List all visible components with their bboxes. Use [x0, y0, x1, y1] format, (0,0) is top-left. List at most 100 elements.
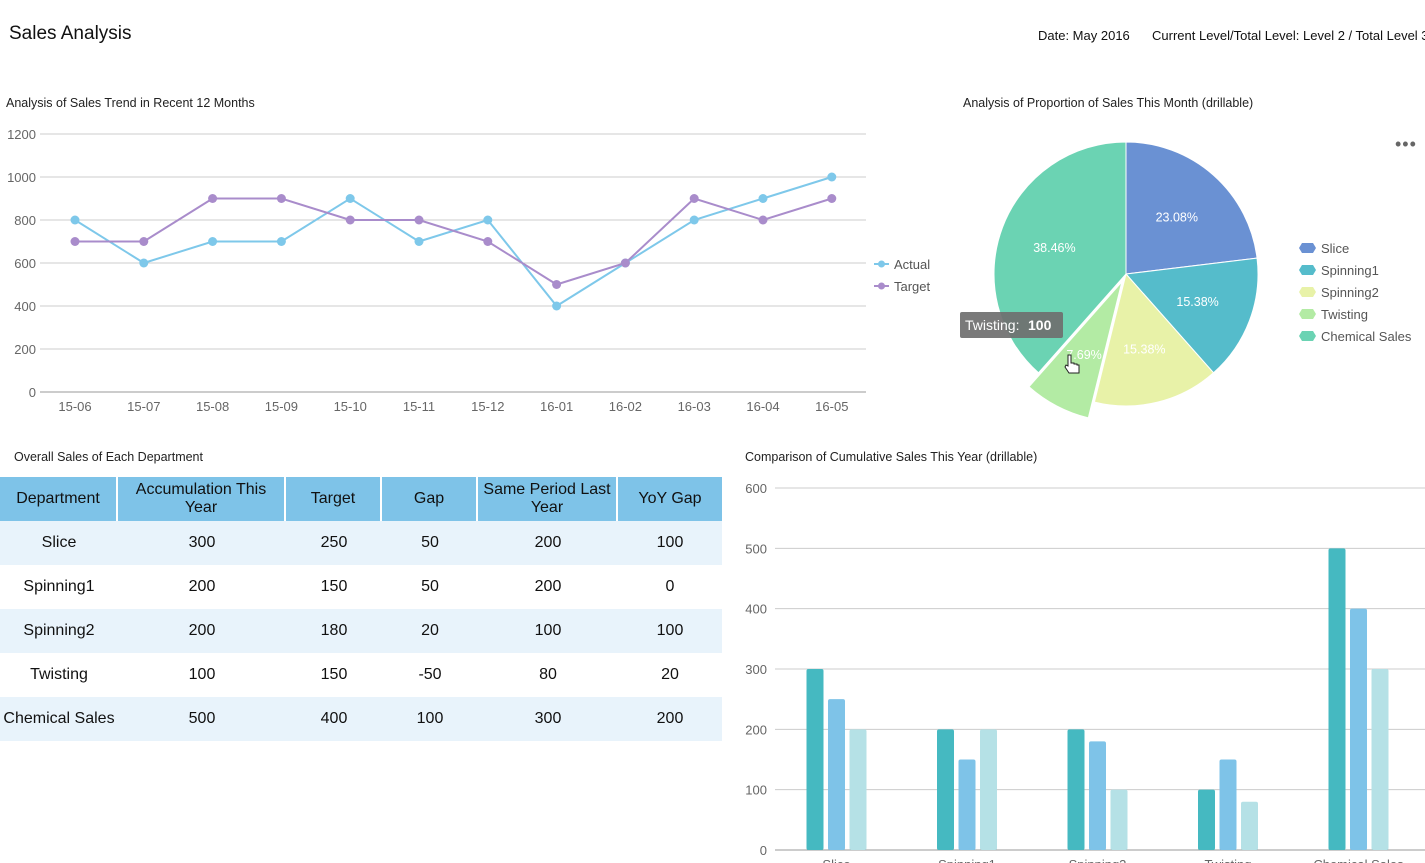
table-row: Spinning1 200 150 50 200 0: [0, 565, 722, 609]
pie-label-slice: 23.08%: [1156, 211, 1198, 225]
table-row: Chemical Sales 500 400 100 300 200: [0, 697, 722, 741]
data-point-actual[interactable]: [139, 258, 149, 268]
pie-slice-twisting[interactable]: [1028, 281, 1123, 419]
bar-spinning2[interactable]: [1089, 741, 1106, 850]
data-point-actual[interactable]: [208, 237, 218, 246]
col-header-yoy-gap[interactable]: YoY Gap: [618, 477, 722, 521]
cell-gap: 100: [382, 697, 478, 741]
data-point-target[interactable]: [139, 237, 149, 246]
y-tick-label: 800: [14, 213, 36, 228]
legend-marker-dot: [878, 260, 885, 268]
legend-marker: [1299, 309, 1316, 319]
data-point-target[interactable]: [276, 194, 286, 203]
bar-chemical-sales[interactable]: [1350, 608, 1367, 850]
page-title: Sales Analysis: [9, 23, 132, 44]
data-point-target[interactable]: [552, 280, 562, 289]
legend-label-target[interactable]: Target: [894, 279, 931, 294]
pie-slice-slice[interactable]: [1125, 141, 1258, 275]
bar-spinning2[interactable]: [1110, 789, 1128, 850]
cell-department: Slice: [0, 521, 118, 565]
col-header-accumulation[interactable]: Accumulation This Year: [118, 477, 286, 521]
pie-slice-spinning1[interactable]: [1124, 257, 1259, 374]
legend-label-twisting[interactable]: Twisting: [1321, 307, 1368, 322]
bar-slice[interactable]: [828, 699, 845, 850]
cell-last-year: 80: [478, 653, 618, 697]
table-row: Spinning2 200 180 20 100 100: [0, 609, 722, 653]
data-point-actual[interactable]: [414, 237, 424, 246]
x-tick-label: Chemical Sales: [1313, 857, 1404, 863]
pie-tooltip: Twisting: 100: [960, 312, 1063, 338]
series-line-target: [75, 197, 833, 286]
department-table: Department Accumulation This Year Target…: [0, 477, 722, 741]
data-point-target[interactable]: [758, 215, 768, 225]
data-point-actual[interactable]: [276, 237, 286, 246]
cell-last-year: 100: [478, 609, 618, 653]
bar-twisting[interactable]: [1198, 789, 1215, 850]
y-tick-label: 100: [745, 783, 767, 798]
pie-slice-spinning2[interactable]: [1093, 272, 1215, 407]
x-tick-label: 16-03: [678, 399, 711, 414]
pie-chart-title: Analysis of Proportion of Sales This Mon…: [963, 96, 1254, 110]
data-point-target[interactable]: [414, 215, 424, 225]
data-point-target[interactable]: [345, 215, 355, 225]
bar-chart-title: Comparison of Cumulative Sales This Year…: [745, 450, 1038, 464]
data-point-target[interactable]: [689, 194, 699, 203]
data-point-target[interactable]: [483, 237, 493, 246]
y-tick-label: 1000: [7, 170, 36, 185]
bar-spinning1[interactable]: [980, 729, 997, 850]
col-header-gap[interactable]: Gap: [382, 477, 478, 521]
date-label: Date: May 2016: [1038, 28, 1130, 43]
legend-label-actual[interactable]: Actual: [894, 257, 930, 272]
pie-chart[interactable]: 23.08% 15.38% 15.38% 7.69% 38.46% Slice Spinni…: [940, 115, 1425, 435]
bar-twisting[interactable]: [1219, 759, 1237, 851]
bar-spinning1[interactable]: [958, 759, 976, 851]
bar-slice[interactable]: [849, 729, 867, 850]
cell-yoy-gap: 100: [618, 521, 722, 565]
trend-chart: 0 200 400 600 800 1000 1200 15-06 15-07 15-08 15-0…: [7, 127, 931, 414]
data-point-actual[interactable]: [70, 215, 80, 225]
legend-marker: [1299, 331, 1316, 341]
cell-last-year: 200: [478, 521, 618, 565]
legend-label-slice[interactable]: Slice: [1321, 241, 1349, 256]
cursor-shape: [1064, 354, 1080, 374]
bar-chemical-sales[interactable]: [1328, 548, 1346, 850]
data-point-actual[interactable]: [552, 301, 562, 311]
cell-accumulation: 300: [118, 521, 286, 565]
cell-department: Chemical Sales: [0, 697, 118, 741]
legend-label-chemical-sales[interactable]: Chemical Sales: [1321, 329, 1412, 344]
col-header-target[interactable]: Target: [286, 477, 382, 521]
data-point-actual[interactable]: [483, 215, 493, 225]
data-point-actual[interactable]: [345, 194, 355, 203]
col-header-department[interactable]: Department: [0, 477, 118, 521]
bar-twisting[interactable]: [1241, 801, 1258, 850]
data-point-target[interactable]: [620, 258, 630, 268]
y-tick-label: 400: [745, 602, 767, 617]
x-tick-label: Spinning2: [1069, 857, 1127, 863]
more-horizontal-icon[interactable]: •••: [1395, 134, 1417, 154]
cell-gap: -50: [382, 653, 478, 697]
legend-label-spinning1[interactable]: Spinning1: [1321, 263, 1379, 278]
data-point-actual[interactable]: [689, 215, 699, 225]
legend-marker: [1299, 243, 1316, 253]
x-tick-label: 16-04: [746, 399, 779, 414]
cell-gap: 50: [382, 565, 478, 609]
data-point-target[interactable]: [70, 237, 80, 246]
cell-last-year: 200: [478, 565, 618, 609]
col-header-last-year[interactable]: Same Period Last Year: [478, 477, 618, 521]
cell-accumulation: 100: [118, 653, 286, 697]
trend-chart-title: Analysis of Sales Trend in Recent 12 Mon…: [6, 96, 255, 110]
bar-slice[interactable]: [806, 669, 824, 850]
legend-marker-dot: [878, 282, 885, 290]
data-point-actual[interactable]: [758, 194, 768, 203]
data-point-target[interactable]: [827, 194, 837, 203]
legend-label-spinning2[interactable]: Spinning2: [1321, 285, 1379, 300]
cell-target: 250: [286, 521, 382, 565]
bar-spinning2[interactable]: [1067, 729, 1085, 850]
bar-chemical-sales[interactable]: [1371, 669, 1389, 850]
cell-gap: 50: [382, 521, 478, 565]
bar-chart[interactable]: 0 100 200 300 400 500 600 Slice Spinning1 Spinnin…: [725, 475, 1425, 863]
bar-spinning1[interactable]: [937, 729, 954, 850]
cell-target: 150: [286, 565, 382, 609]
data-point-target[interactable]: [208, 194, 218, 203]
data-point-actual[interactable]: [827, 172, 837, 182]
